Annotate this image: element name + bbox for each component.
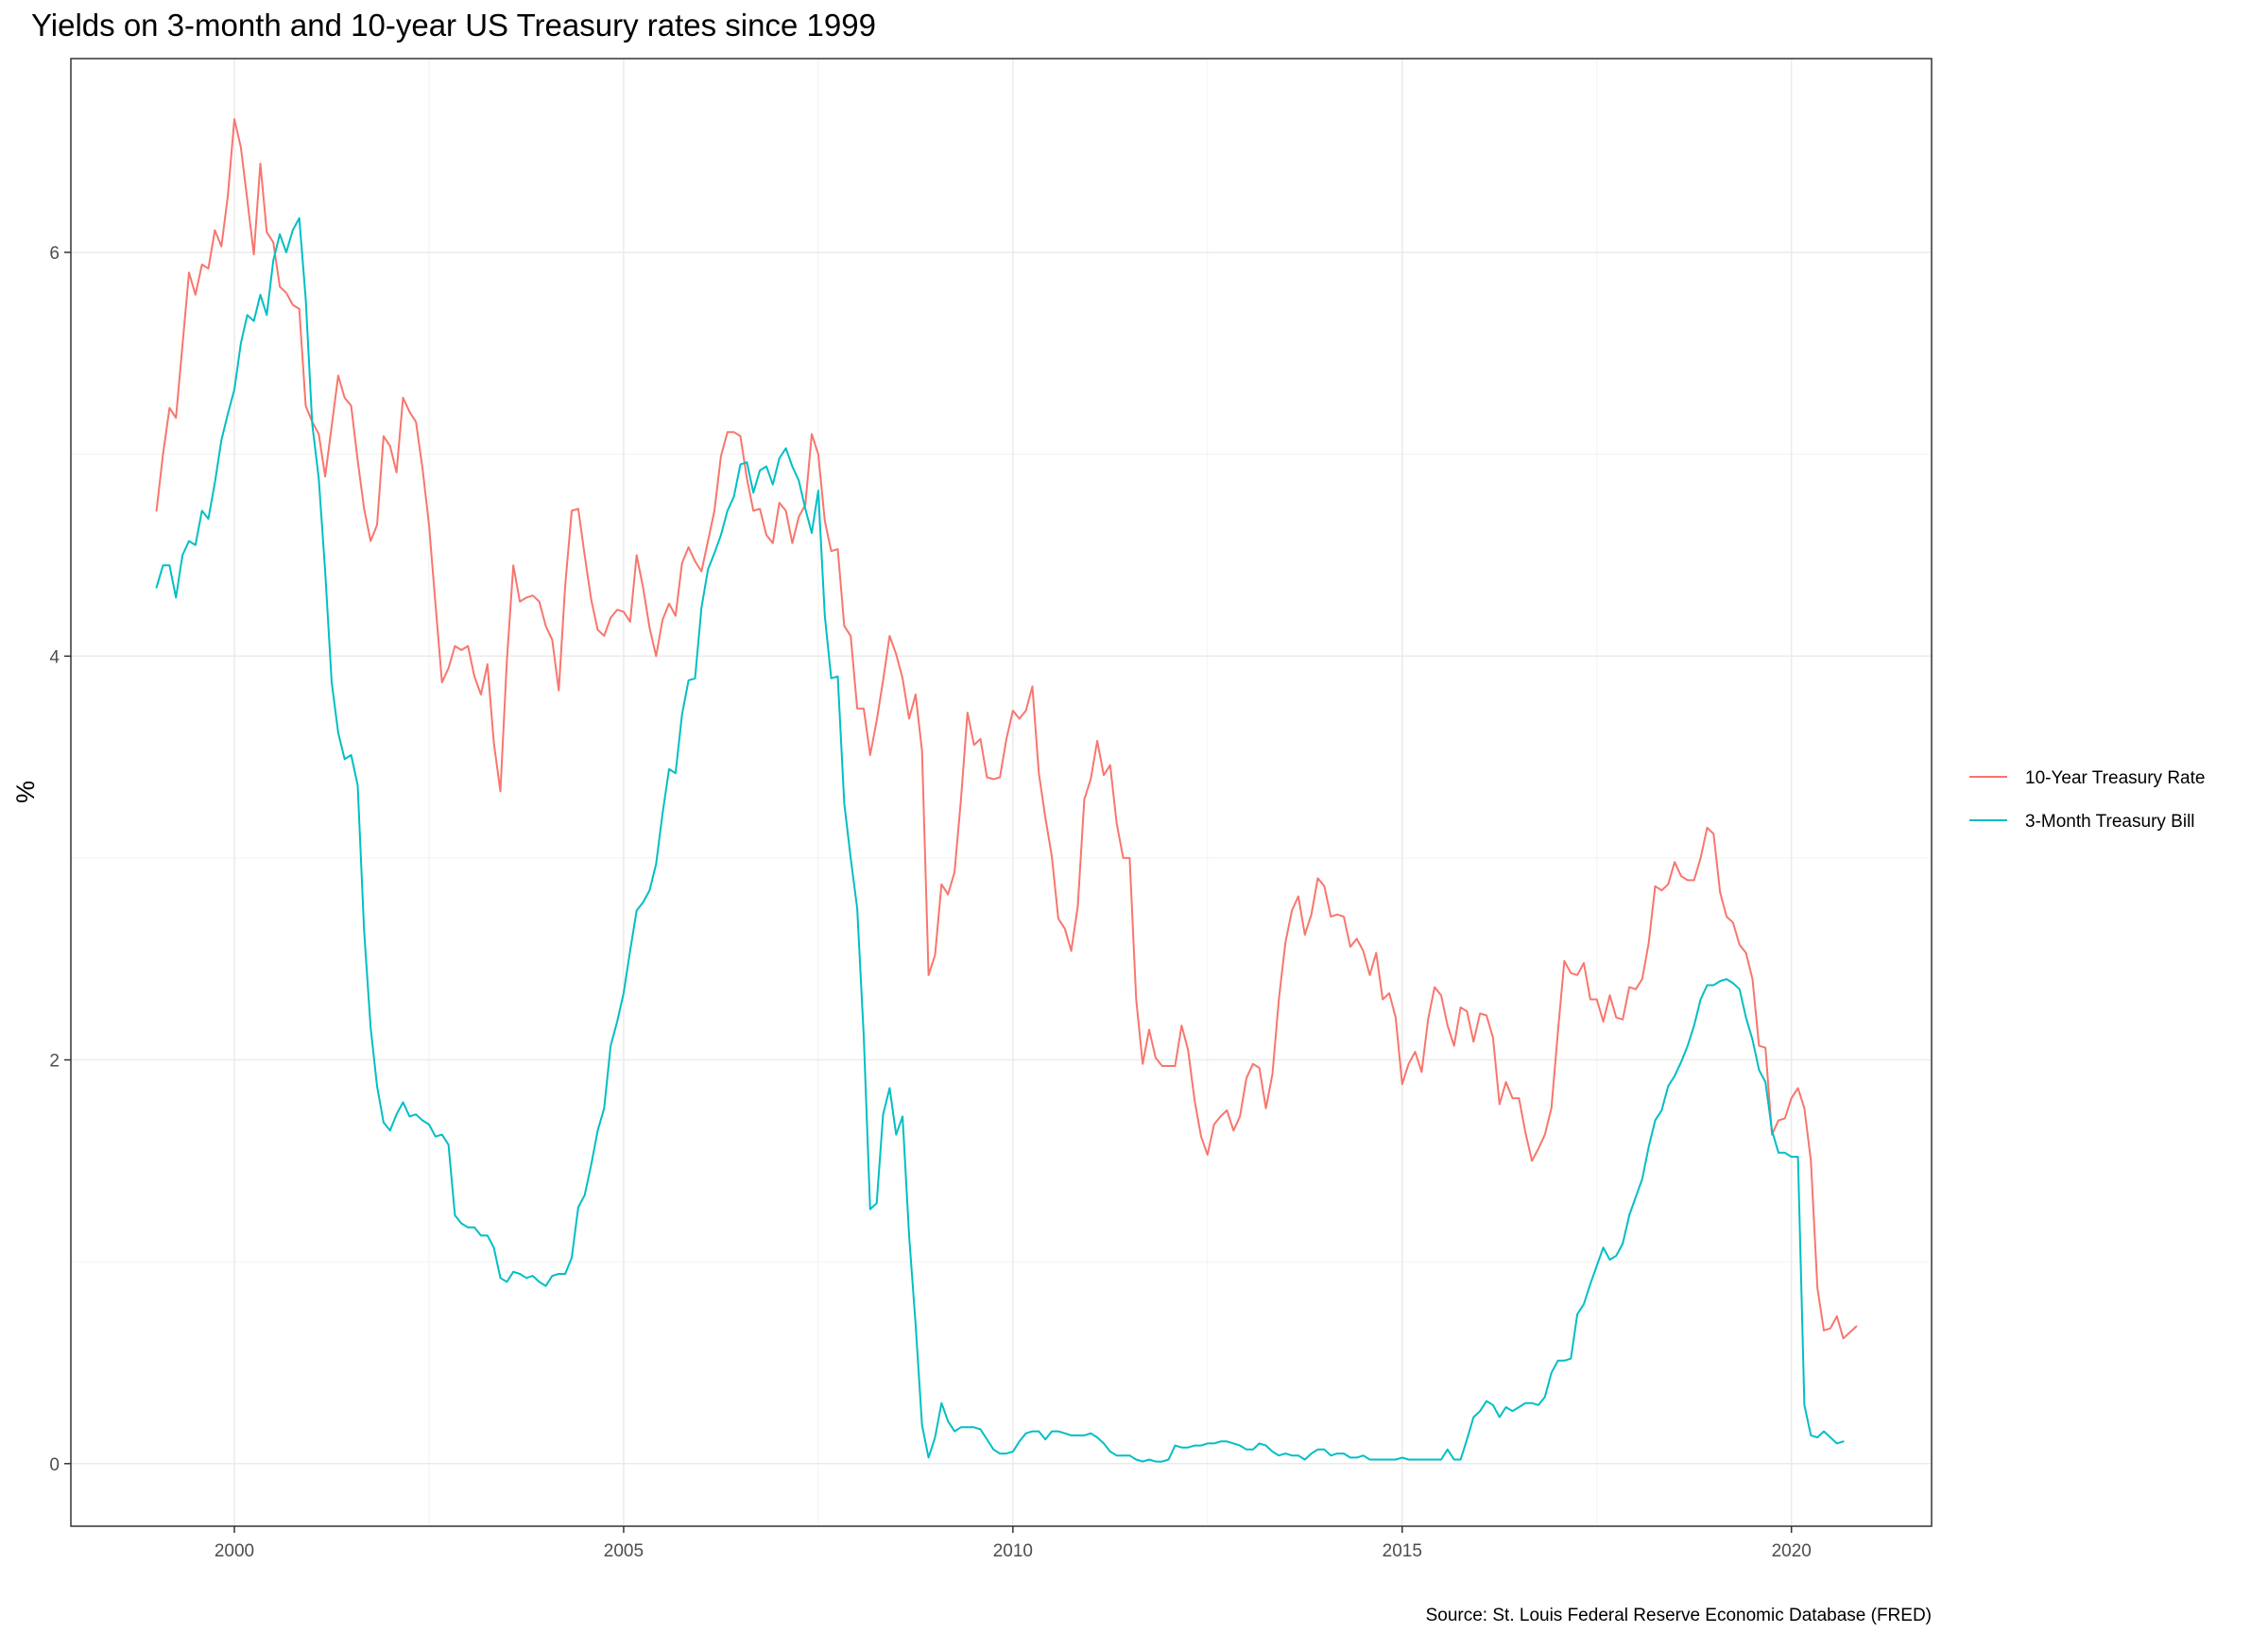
plot-panel-border: [70, 58, 1933, 1527]
legend-label: 10-Year Treasury Rate: [2025, 768, 2205, 788]
y-tick-label: 0: [49, 1455, 60, 1475]
series-line-3-month: [155, 216, 1845, 1463]
chart-title: Yields on 3-month and 10-year US Treasur…: [31, 8, 876, 43]
legend-label: 3-Month Treasury Bill: [2025, 812, 2195, 832]
source-caption: Source: St. Louis Federal Reserve Econom…: [1426, 1606, 1932, 1625]
y-axis-title: %: [11, 781, 40, 803]
x-tick-label: 2020: [1772, 1541, 1812, 1561]
x-tick-label: 2005: [604, 1541, 644, 1561]
series-lines: [155, 118, 1858, 1463]
y-tick-label: 2: [49, 1052, 60, 1072]
y-tick-label: 4: [49, 647, 60, 667]
x-tick-label: 2010: [993, 1541, 1033, 1561]
y-tick-label: 6: [49, 244, 60, 264]
legend: 10-Year Treasury Rate 3-Month Treasury Bi…: [1969, 768, 2205, 832]
series-line-10-year: [155, 118, 1858, 1340]
x-tick-label: 2000: [215, 1541, 254, 1561]
x-axis: 2000 2005 2010 2015 2020: [215, 1526, 1812, 1561]
grid-lines: [71, 59, 1932, 1526]
y-axis: 0 2 4 6: [49, 244, 71, 1475]
x-tick-label: 2015: [1383, 1541, 1422, 1561]
